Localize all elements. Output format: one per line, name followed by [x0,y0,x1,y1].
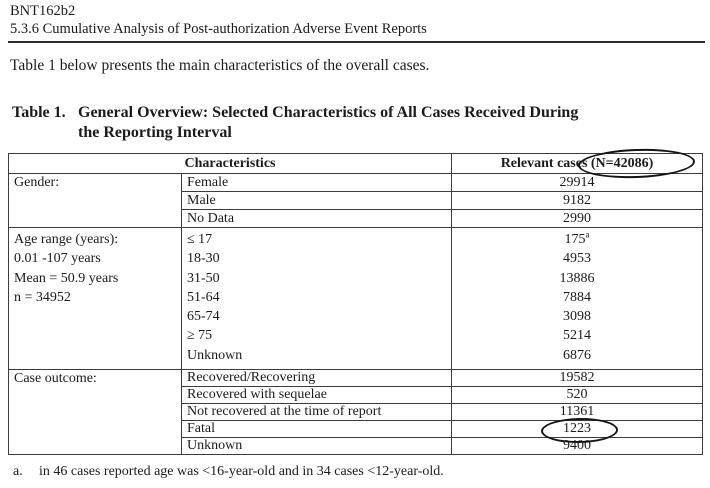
age-count-line: 3098 [563,309,591,325]
count-cell: 19582 [451,369,703,387]
table-caption-title: General Overview: Selected Characteristi… [78,103,698,142]
age-category-line: 51-64 [187,289,220,305]
age-category-line: 31-50 [187,270,220,286]
age-range-label-cell: Age range (years): 0.01 -107 years Mean … [8,227,182,370]
age-count-line: 175a [564,229,590,247]
document-header: BNT162b2 5.3.6 Cumulative Analysis of Po… [8,2,705,43]
table-row: Fatal 1223 [9,417,703,444]
age-count-line: 4953 [563,251,591,267]
n-total-circled-value: (N=42086) [577,146,696,180]
fatal-count-cell: 1223 [451,417,703,444]
section-title: 5.3.6 Cumulative Analysis of Post-author… [10,20,427,37]
age-count-line: 13886 [559,270,595,286]
count-cell: 9182 [451,191,703,210]
count-cell: 2990 [451,209,703,228]
characteristics-table-wrap: Characteristics Relevant cases (N=42086)… [8,146,703,455]
characteristics-header-cell: Characteristics [8,153,452,174]
age-category-line: ≤ 17 [187,232,213,247]
age-category-line: ≥ 75 [187,328,213,344]
table-row: Recovered with sequelae 520 [9,386,703,404]
intro-text: Table 1 below presents the main characte… [10,57,430,74]
n-total-text: (N=42086) [590,155,654,171]
age-categories-cell: ≤ 17 18-30 31-50 51-64 65-74 ≥ 75 Unknow… [181,227,452,370]
case-outcome-section-label-cell: Case outcome: [8,369,182,455]
count-cell: 29914 [451,173,703,192]
age-counts-cell: 175a 4953 13886 7884 3098 5214 6876 [451,227,703,370]
age-category-line: Unknown [187,347,243,363]
age-label-line: n = 34952 [14,289,71,305]
age-count-line: 6876 [563,347,591,363]
age-count-line: 5214 [563,328,591,344]
count-cell: 520 [451,386,703,404]
category-cell: Female [181,173,452,192]
age-category-line: 65-74 [187,309,220,325]
table-row: Unknown 9400 [9,437,703,455]
count-cell: 9400 [451,437,703,455]
fatal-circled-value: 1223 [540,417,619,444]
footnote: a. in 46 cases reported age was <16-year… [13,464,444,480]
relevant-cases-prefix: Relevant cases [500,155,588,171]
table-row: Age range (years): 0.01 -107 years Mean … [8,227,703,370]
table-header-row: Characteristics Relevant cases (N=42086) [8,146,703,180]
fatal-count-text: 1223 [563,421,591,436]
footnote-text: in 46 cases reported age was <16-year-ol… [39,464,444,479]
table-row: Case outcome: Recovered/Recovering 19582 [8,369,703,455]
category-cell: Fatal [181,420,452,438]
characteristics-table: Characteristics Relevant cases (N=42086)… [8,146,703,455]
gender-section-label-cell: Gender: [8,173,182,228]
category-cell: Recovered with sequelae [181,386,452,404]
age-label-line: Mean = 50.9 years [14,270,119,286]
age-label-line: Age range (years): [14,232,119,247]
table-caption: Table 1. General Overview: Selected Char… [12,103,698,142]
relevant-cases-header-cell: Relevant cases (N=42086) [451,146,703,180]
age-count-line: 7884 [563,289,591,305]
category-cell: Unknown [181,437,452,455]
table-caption-label: Table 1. [12,104,66,121]
category-cell: Recovered/Recovering [181,369,452,387]
category-cell: No Data [181,209,452,228]
category-cell: Not recovered at the time of report [181,403,452,421]
footnote-marker: a. [13,464,23,479]
count-cell: 11361 [451,403,703,421]
table-row: Gender: Female 29914 [8,173,703,228]
table-caption-title-line1: General Overview: Selected Characteristi… [78,104,579,121]
age-label-line: 0.01 -107 years [14,251,101,267]
product-code: BNT162b2 [10,3,76,19]
table-caption-title-line2: the Reporting Interval [78,123,232,141]
footnote-ref-sup: a [585,229,590,240]
age-category-line: 18-30 [187,251,220,267]
category-cell: Male [181,191,452,210]
